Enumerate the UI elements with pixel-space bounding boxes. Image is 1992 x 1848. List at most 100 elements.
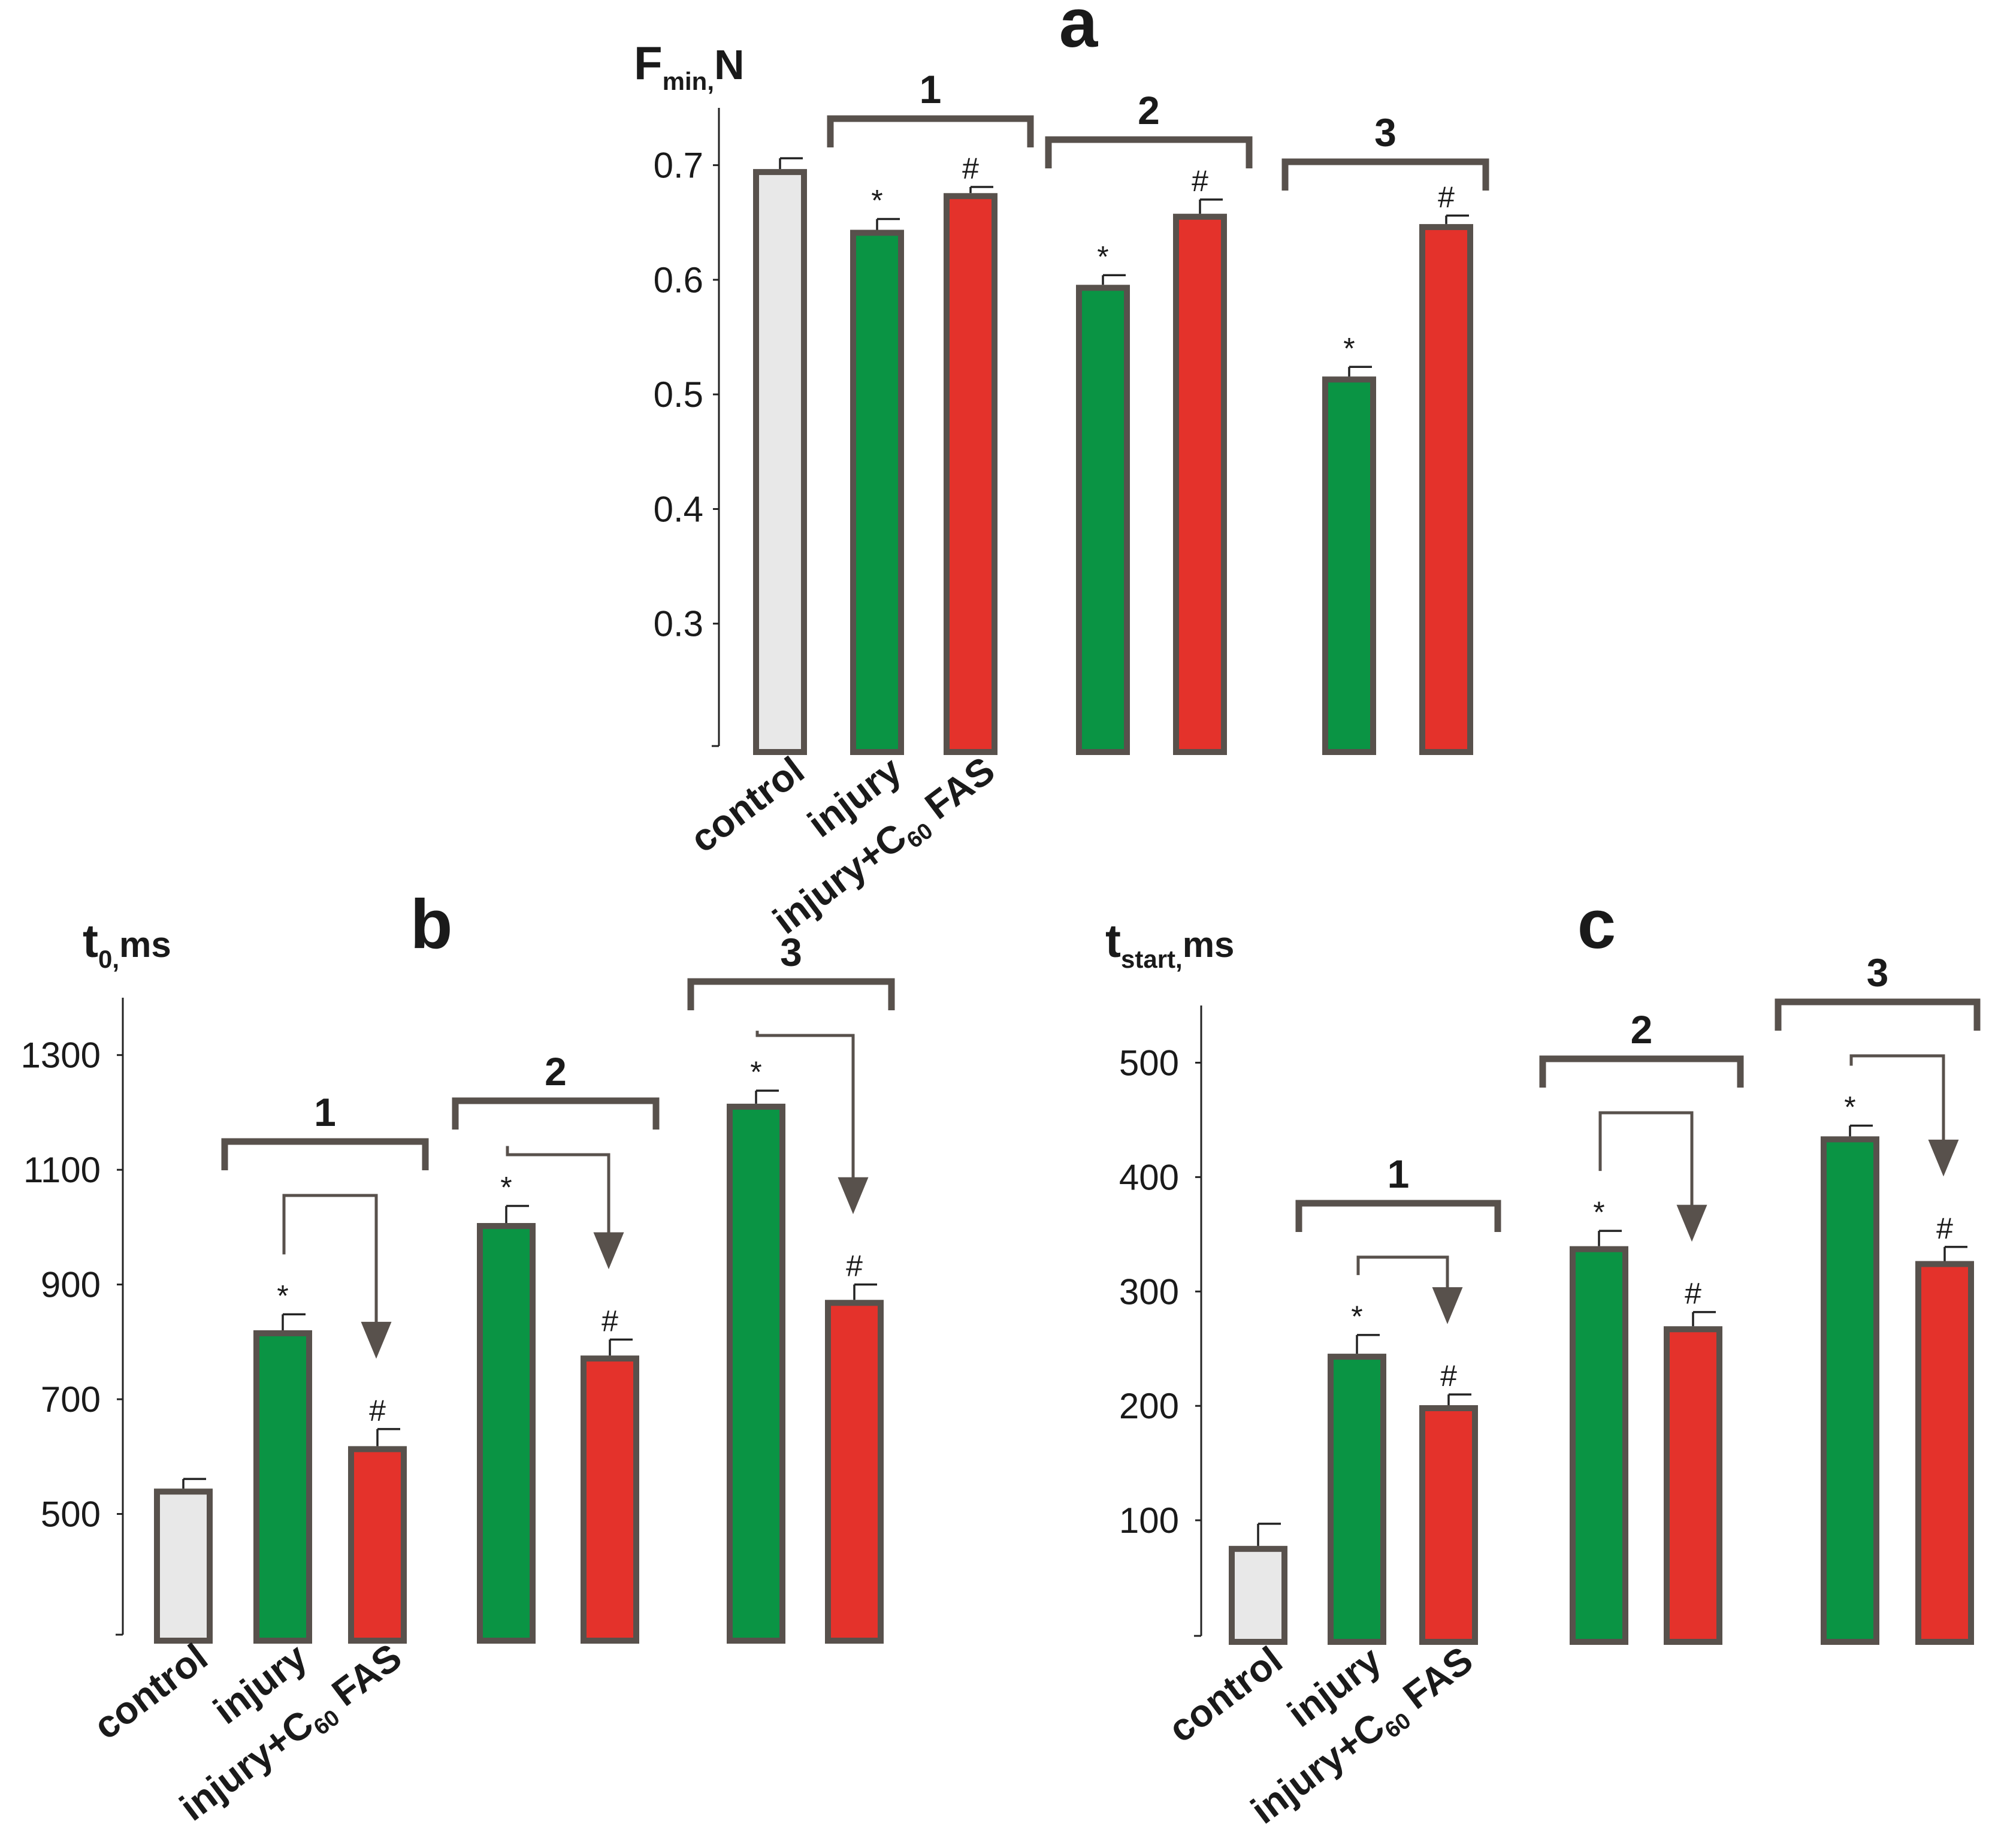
comparison-arrow xyxy=(506,1146,610,1238)
error-bar xyxy=(376,1428,400,1447)
bar xyxy=(1076,285,1130,756)
significance-asterisk: * xyxy=(1097,240,1108,273)
error-bar xyxy=(1692,1310,1716,1327)
arrow-head xyxy=(593,1232,624,1270)
group-label: 2 xyxy=(545,1049,567,1094)
bar xyxy=(1821,1136,1879,1645)
group-bracket xyxy=(1539,1055,1744,1088)
bar xyxy=(1322,376,1376,755)
bar xyxy=(1419,1405,1478,1645)
bar xyxy=(154,1488,213,1644)
y-axis-label-sub: 0, xyxy=(98,945,119,973)
y-tick-label: 500 xyxy=(41,1494,101,1535)
y-tick-label: 0.5 xyxy=(654,375,703,415)
significance-hash: # xyxy=(1685,1277,1701,1310)
y-axis-label-main: t xyxy=(1105,914,1121,967)
group-bracket xyxy=(221,1138,429,1170)
bar xyxy=(1570,1246,1628,1645)
comparison-arrow xyxy=(282,1194,378,1327)
category-label: control xyxy=(682,748,812,861)
error-bar xyxy=(1257,1523,1281,1546)
significance-asterisk: * xyxy=(1343,331,1355,365)
group-label: 3 xyxy=(780,930,802,974)
error-bar xyxy=(1348,366,1372,377)
bar xyxy=(1229,1545,1287,1645)
y-axis-label-main: F xyxy=(634,37,663,89)
y-axis-label-unit: ms xyxy=(119,925,171,965)
bar xyxy=(825,1300,884,1644)
y-axis-label-unit: ms xyxy=(1183,925,1235,965)
group-bracket xyxy=(1295,1200,1501,1232)
y-tick-label: 500 xyxy=(1119,1043,1179,1083)
y-tick-label: 100 xyxy=(1119,1500,1179,1541)
group-label: 3 xyxy=(1867,950,1889,995)
bar xyxy=(477,1222,536,1644)
error-bar xyxy=(182,1478,206,1489)
group-bracket xyxy=(827,115,1034,147)
significance-asterisk: * xyxy=(871,184,882,218)
significance-hash: # xyxy=(1440,1359,1457,1393)
significance-hash: # xyxy=(369,1394,386,1427)
error-bar xyxy=(609,1338,633,1356)
category-label: control xyxy=(86,1635,216,1748)
comparison-arrow xyxy=(1598,1111,1694,1210)
y-tick-label: 0.4 xyxy=(654,489,703,529)
bar xyxy=(253,1330,312,1644)
panel-letter: c xyxy=(1577,885,1616,963)
bar xyxy=(727,1103,785,1644)
y-tick-label: 1100 xyxy=(23,1150,101,1190)
panel-letter: b xyxy=(410,885,453,963)
y-axis-label: Fmin,N xyxy=(634,37,745,95)
error-bar xyxy=(876,218,900,230)
y-axis-label-main: t xyxy=(83,914,98,967)
y-axis-label: t0,ms xyxy=(83,914,171,973)
bar xyxy=(1915,1261,1974,1645)
significance-hash: # xyxy=(1438,180,1455,214)
error-bar xyxy=(282,1313,306,1330)
error-bar xyxy=(755,1089,779,1104)
y-tick-label: 300 xyxy=(1119,1272,1179,1312)
group-label: 3 xyxy=(1374,110,1396,155)
significance-asterisk: * xyxy=(1351,1300,1362,1333)
bar xyxy=(348,1446,407,1644)
significance-asterisk: * xyxy=(500,1170,512,1204)
group-label: 1 xyxy=(1388,1152,1410,1196)
error-bar xyxy=(779,157,803,170)
significance-asterisk: * xyxy=(277,1279,288,1312)
significance-hash: # xyxy=(846,1249,863,1283)
y-axis-label-sub: min, xyxy=(663,67,714,95)
significance-hash: # xyxy=(1192,164,1208,198)
arrow-head xyxy=(1928,1139,1959,1177)
significance-hash: # xyxy=(601,1305,618,1338)
group-bracket xyxy=(687,978,895,1010)
category-label: control xyxy=(1160,1638,1290,1751)
arrow-head xyxy=(1432,1287,1463,1324)
y-axis-label-sub: start, xyxy=(1121,945,1183,973)
y-tick-label: 0.3 xyxy=(654,604,703,644)
y-tick-label: 900 xyxy=(41,1265,101,1305)
error-bar xyxy=(505,1204,529,1223)
group-label: 2 xyxy=(1138,88,1160,132)
bar xyxy=(581,1355,639,1644)
chart-panel-b: bt0,ms50070090011001300123*#*#*#controli… xyxy=(21,885,895,1829)
error-bar xyxy=(1199,198,1223,214)
arrow-head xyxy=(361,1321,392,1359)
y-tick-label: 1300 xyxy=(21,1035,101,1076)
group-bracket xyxy=(1281,158,1489,191)
arrow-head xyxy=(838,1177,869,1215)
bar xyxy=(753,169,807,755)
error-bar xyxy=(1447,1393,1471,1405)
y-tick-label: 0.7 xyxy=(654,146,703,186)
bar xyxy=(1419,224,1473,755)
y-tick-label: 700 xyxy=(41,1379,101,1420)
bar xyxy=(1664,1326,1722,1645)
bar xyxy=(944,193,997,755)
error-bar xyxy=(1102,274,1126,285)
y-tick-label: 200 xyxy=(1119,1386,1179,1426)
error-bar xyxy=(1849,1124,1873,1137)
chart-panel-c: c tstart,ms 100 200 300 400 500 1 2 3 * # * # * # contro… xyxy=(1105,885,1981,1832)
y-axis-label: tstart,ms xyxy=(1105,914,1234,973)
y-axis-label-unit: N xyxy=(714,41,745,88)
